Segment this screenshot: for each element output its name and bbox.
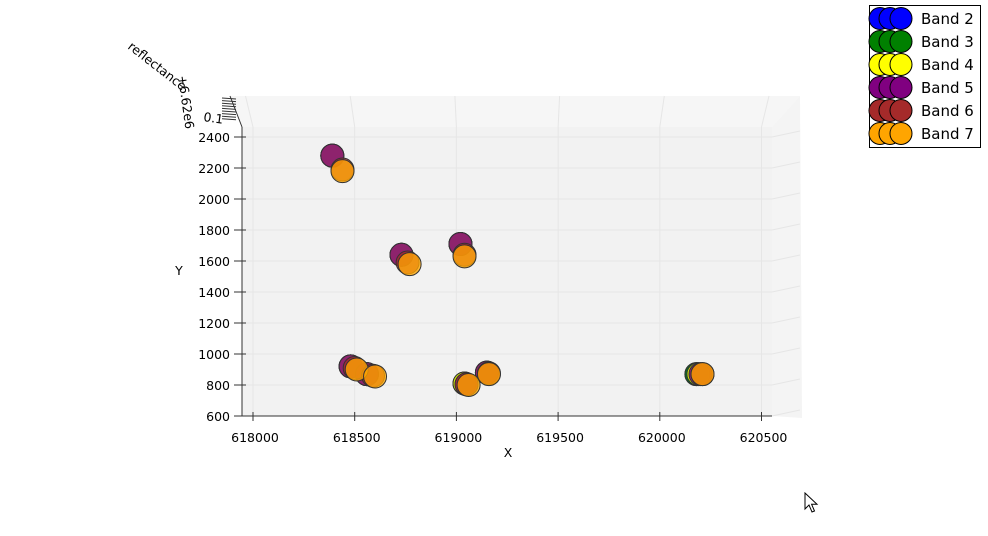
grid-line-y-side bbox=[771, 254, 801, 262]
legend-swatch bbox=[868, 99, 913, 122]
z-tick-label: 0.1 bbox=[203, 109, 225, 127]
y-tick-label: 1400 bbox=[198, 285, 230, 300]
y-axis-label: Y bbox=[174, 263, 183, 278]
y-tick-label: 600 bbox=[206, 409, 230, 424]
point-band-7 bbox=[456, 373, 481, 397]
x-axis: 618000 618500 619000 619500 620000 620500 bbox=[231, 412, 787, 445]
grid-line-y-side bbox=[771, 285, 801, 293]
point-band-7 bbox=[397, 252, 422, 277]
y-tick-label: 1800 bbox=[198, 223, 230, 238]
z-tick-mark bbox=[221, 100, 237, 103]
grid-line-y-side bbox=[771, 316, 801, 324]
z-tick-mark bbox=[221, 115, 237, 118]
z-tick-mark bbox=[221, 118, 237, 121]
x-tick-label: 620000 bbox=[638, 430, 686, 445]
legend-item: Band 3 bbox=[868, 30, 980, 53]
grid-line-y-side bbox=[771, 192, 801, 200]
legend-swatch bbox=[868, 53, 913, 76]
z-tick-label: +6.62e6 bbox=[175, 74, 197, 130]
point-band-7 bbox=[363, 364, 388, 389]
y-tick-label: 2000 bbox=[198, 192, 230, 207]
z-tick-mark bbox=[221, 110, 237, 113]
z-tick-mark bbox=[221, 97, 237, 100]
point-band-7 bbox=[452, 244, 477, 269]
legend: Band 2 Band 3 Band 4 Band 5 Band 6 Band 7 bbox=[868, 5, 981, 148]
floor-pane bbox=[242, 127, 772, 416]
z-axis-label: reflectance bbox=[125, 39, 190, 94]
point-band-7 bbox=[690, 362, 715, 387]
x-tick-label: 618500 bbox=[333, 430, 381, 445]
legend-swatch bbox=[868, 30, 913, 53]
grid-line-x-back bbox=[245, 95, 254, 128]
z-axis: 0.1 +6.62e6 bbox=[175, 74, 243, 130]
legend-item: Band 2 bbox=[868, 7, 980, 30]
legend-swatch bbox=[868, 7, 913, 30]
y-tick-label: 1000 bbox=[198, 347, 230, 362]
grid-line-y-side bbox=[771, 223, 801, 231]
x-tick-label: 619000 bbox=[435, 430, 483, 445]
x-axis-label: X bbox=[504, 445, 513, 460]
y-tick-label: 800 bbox=[206, 378, 230, 393]
point-band-7 bbox=[330, 159, 355, 184]
grid-line-x-back bbox=[557, 95, 561, 128]
grid-line-y-side bbox=[771, 409, 801, 417]
x-tick-label: 619500 bbox=[536, 430, 584, 445]
y-tick-label: 1600 bbox=[198, 254, 230, 269]
back-wall-pane bbox=[230, 96, 800, 127]
legend-label: Band 6 bbox=[921, 102, 974, 120]
legend-label: Band 5 bbox=[921, 79, 974, 97]
grid-line-y-side bbox=[771, 378, 801, 386]
legend-label: Band 4 bbox=[921, 56, 974, 74]
legend-item: Band 7 bbox=[868, 122, 980, 145]
grid-line-y-side bbox=[771, 130, 801, 138]
grid-line-y-side bbox=[771, 347, 801, 355]
y-tick-label: 2200 bbox=[198, 161, 230, 176]
legend-label: Band 7 bbox=[921, 125, 974, 143]
z-tick-mark bbox=[221, 102, 237, 105]
legend-swatch bbox=[868, 76, 913, 99]
point-band-7 bbox=[476, 362, 501, 387]
grid-line-x-back bbox=[349, 95, 356, 128]
legend-label: Band 2 bbox=[921, 10, 974, 28]
x-tick-label: 618000 bbox=[231, 430, 279, 445]
z-tick-mark bbox=[221, 113, 237, 116]
grid bbox=[230, 95, 802, 418]
y-tick-label: 1200 bbox=[198, 316, 230, 331]
x-tick-label: 620500 bbox=[740, 430, 788, 445]
legend-item: Band 5 bbox=[868, 76, 980, 99]
legend-item: Band 4 bbox=[868, 53, 980, 76]
legend-item: Band 6 bbox=[868, 99, 980, 122]
grid-line-y-side bbox=[771, 161, 801, 169]
z-tick-mark bbox=[221, 107, 237, 110]
y-tick-label: 2400 bbox=[198, 130, 230, 145]
y-axis: 600 800 1000 1200 1400 1600 1800 2000 2200 2400 bbox=[198, 127, 246, 424]
grid-line-x-back bbox=[761, 95, 770, 128]
legend-swatch bbox=[868, 122, 913, 145]
grid-line-x-back bbox=[659, 95, 665, 128]
z-tick-mark bbox=[221, 105, 237, 108]
side-wall-pane bbox=[772, 96, 802, 418]
data-points bbox=[320, 143, 715, 397]
mouse-cursor-icon bbox=[804, 492, 819, 513]
grid-line-x-back bbox=[454, 95, 457, 128]
grid-floor bbox=[230, 95, 802, 418]
legend-label: Band 3 bbox=[921, 33, 974, 51]
